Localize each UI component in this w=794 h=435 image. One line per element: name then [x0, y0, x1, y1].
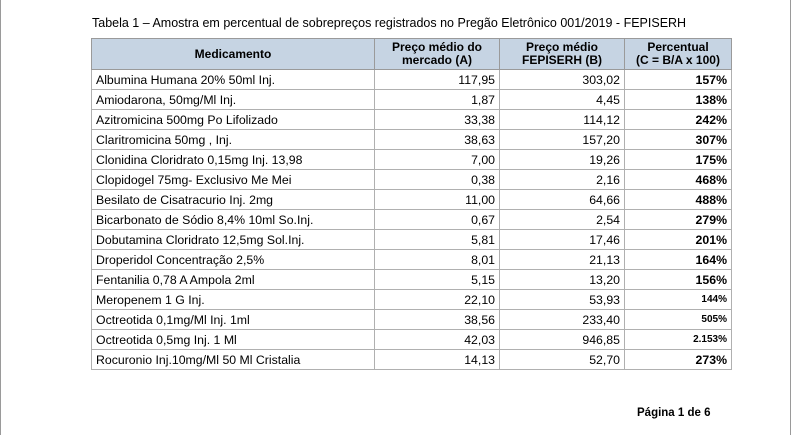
table-row: Rocuronio Inj.10mg/Ml 50 Ml Cristalia 14,…: [91, 349, 732, 370]
table-row: Bicarbonato de Sódio 8,4% 10ml So.Inj. 0,…: [91, 209, 732, 230]
market-price-cell: 38,63: [374, 129, 500, 150]
market-price-cell: 1,87: [374, 89, 500, 110]
medication-name-cell: Albumina Humana 20% 50ml Inj.: [91, 69, 375, 90]
header-percentual: Percentual (C = B/A x 100): [624, 38, 732, 70]
percentual-cell: 201%: [624, 229, 732, 250]
percentual-cell: 2.153%: [624, 329, 732, 350]
fepiserh-price-cell: 64,66: [499, 189, 625, 210]
page-left-border: [0, 0, 1, 435]
price-table: Medicamento Preço médio do mercado (A) Pr…: [91, 38, 732, 370]
percentual-cell: 175%: [624, 149, 732, 170]
percentual-cell: 156%: [624, 269, 732, 290]
market-price-cell: 8,01: [374, 249, 500, 270]
header-market-price: Preço médio do mercado (A): [374, 38, 500, 70]
market-price-cell: 22,10: [374, 289, 500, 310]
market-price-cell: 5,81: [374, 229, 500, 250]
table-row: Clonidina Cloridrato 0,15mg Inj. 13,98 7,…: [91, 149, 732, 170]
header-fepiserh-price: Preço médio FEPISERH (B): [499, 38, 625, 70]
fepiserh-price-cell: 2,16: [499, 169, 625, 190]
table-row: Octreotida 0,1mg/Ml Inj. 1ml 38,56 233,40 5…: [91, 309, 732, 330]
medication-name-cell: Meropenem 1 G Inj.: [91, 289, 375, 310]
fepiserh-price-cell: 21,13: [499, 249, 625, 270]
table-row: Besilato de Cisatracurio Inj. 2mg 11,00 64…: [91, 189, 732, 210]
market-price-cell: 38,56: [374, 309, 500, 330]
page-right-border: [790, 0, 791, 435]
percentual-cell: 157%: [624, 69, 732, 90]
fepiserh-price-cell: 233,40: [499, 309, 625, 330]
table-row: Octreotida 0,5mg Inj. 1 Ml 42,03 946,85 2.1…: [91, 329, 732, 350]
medication-name-cell: Octreotida 0,5mg Inj. 1 Ml: [91, 329, 375, 350]
table-body: Albumina Humana 20% 50ml Inj. 117,95 303,0…: [91, 69, 732, 370]
fepiserh-price-cell: 2,54: [499, 209, 625, 230]
fepiserh-price-cell: 17,46: [499, 229, 625, 250]
percentual-cell: 505%: [624, 309, 732, 330]
percentual-cell: 279%: [624, 209, 732, 230]
fepiserh-price-cell: 52,70: [499, 349, 625, 370]
table-row: Claritromicina 50mg , Inj. 38,63 157,20 307…: [91, 129, 732, 150]
market-price-cell: 0,38: [374, 169, 500, 190]
medication-name-cell: Fentanilia 0,78 A Ampola 2ml: [91, 269, 375, 290]
percentual-cell: 468%: [624, 169, 732, 190]
medication-name-cell: Besilato de Cisatracurio Inj. 2mg: [91, 189, 375, 210]
market-price-cell: 42,03: [374, 329, 500, 350]
market-price-cell: 117,95: [374, 69, 500, 90]
table-row: Amiodarona, 50mg/Ml Inj. 1,87 4,45 138%: [91, 89, 732, 110]
medication-name-cell: Clonidina Cloridrato 0,15mg Inj. 13,98: [91, 149, 375, 170]
medication-name-cell: Amiodarona, 50mg/Ml Inj.: [91, 89, 375, 110]
table-header-row: Medicamento Preço médio do mercado (A) Pr…: [91, 38, 732, 70]
percentual-cell: 488%: [624, 189, 732, 210]
medication-name-cell: Claritromicina 50mg , Inj.: [91, 129, 375, 150]
fepiserh-price-cell: 4,45: [499, 89, 625, 110]
percentual-cell: 307%: [624, 129, 732, 150]
table-row: Albumina Humana 20% 50ml Inj. 117,95 303,0…: [91, 69, 732, 90]
fepiserh-price-cell: 946,85: [499, 329, 625, 350]
table-row: Meropenem 1 G Inj. 22,10 53,93 144%: [91, 289, 732, 310]
medication-name-cell: Octreotida 0,1mg/Ml Inj. 1ml: [91, 309, 375, 330]
table-row: Fentanilia 0,78 A Ampola 2ml 5,15 13,20 156…: [91, 269, 732, 290]
table-row: Droperidol Concentração 2,5% 8,01 21,13 164…: [91, 249, 732, 270]
medication-name-cell: Clopidogel 75mg- Exclusivo Me Mei: [91, 169, 375, 190]
fepiserh-price-cell: 303,02: [499, 69, 625, 90]
market-price-cell: 14,13: [374, 349, 500, 370]
market-price-cell: 0,67: [374, 209, 500, 230]
fepiserh-price-cell: 157,20: [499, 129, 625, 150]
medication-name-cell: Azitromicina 500mg Po Lifolizado: [91, 109, 375, 130]
percentual-cell: 144%: [624, 289, 732, 310]
market-price-cell: 33,38: [374, 109, 500, 130]
page-number: Página 1 de 6: [637, 407, 711, 419]
percentual-cell: 273%: [624, 349, 732, 370]
header-medicamento: Medicamento: [91, 38, 375, 70]
table-row: Dobutamina Cloridrato 12,5mg Sol.Inj. 5,8…: [91, 229, 732, 250]
fepiserh-price-cell: 114,12: [499, 109, 625, 130]
table-row: Clopidogel 75mg- Exclusivo Me Mei 0,38 2,1…: [91, 169, 732, 190]
market-price-cell: 11,00: [374, 189, 500, 210]
percentual-cell: 242%: [624, 109, 732, 130]
market-price-cell: 7,00: [374, 149, 500, 170]
percentual-cell: 138%: [624, 89, 732, 110]
market-price-cell: 5,15: [374, 269, 500, 290]
fepiserh-price-cell: 53,93: [499, 289, 625, 310]
medication-name-cell: Bicarbonato de Sódio 8,4% 10ml So.Inj.: [91, 209, 375, 230]
medication-name-cell: Droperidol Concentração 2,5%: [91, 249, 375, 270]
medication-name-cell: Dobutamina Cloridrato 12,5mg Sol.Inj.: [91, 229, 375, 250]
fepiserh-price-cell: 13,20: [499, 269, 625, 290]
percentual-cell: 164%: [624, 249, 732, 270]
fepiserh-price-cell: 19,26: [499, 149, 625, 170]
table-row: Azitromicina 500mg Po Lifolizado 33,38 114…: [91, 109, 732, 130]
medication-name-cell: Rocuronio Inj.10mg/Ml 50 Ml Cristalia: [91, 349, 375, 370]
table-caption: Tabela 1 – Amostra em percentual de sobr…: [92, 16, 687, 30]
